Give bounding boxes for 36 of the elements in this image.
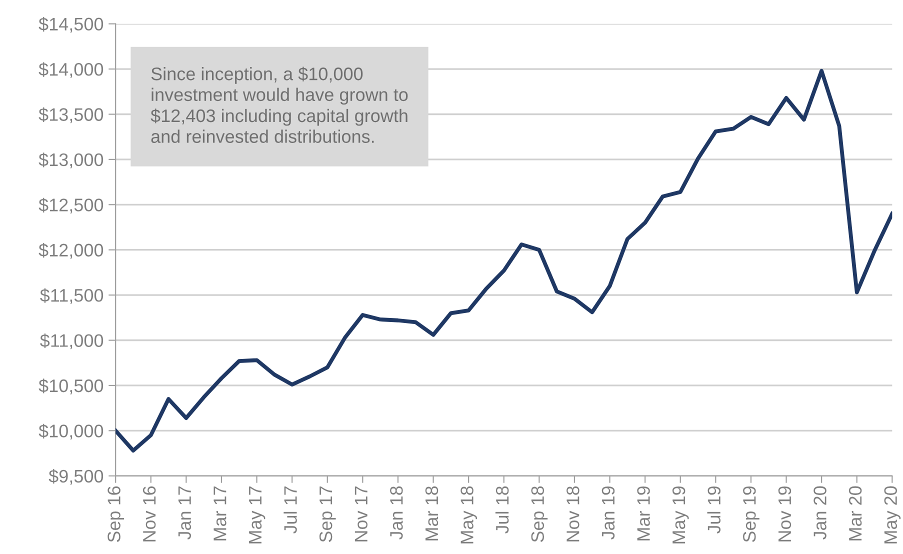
y-tick-label: $14,500 [38, 17, 104, 33]
y-tick-label: $10,500 [38, 378, 104, 394]
x-tick-label: Sep 19 [743, 486, 760, 542]
x-tick-label: Sep 16 [108, 486, 124, 542]
x-tick-label: May 17 [249, 486, 266, 544]
y-tick-label: $12,500 [38, 198, 104, 214]
x-tick-label: Nov 18 [566, 486, 580, 542]
x-tick-label: Mar 19 [637, 486, 650, 540]
x-tick-label: Jan 17 [178, 486, 192, 540]
y-tick-label: $11,000 [40, 333, 104, 350]
x-tick-label: Mar 18 [425, 486, 438, 540]
x-tick-label: Jul 19 [707, 486, 721, 534]
x-tick-label: May 19 [672, 486, 689, 544]
x-tick-label: May 20 [884, 486, 901, 544]
x-tick-label: Nov 19 [778, 486, 792, 542]
y-tick-label: $13,000 [38, 152, 104, 168]
x-tick-label: Nov 16 [142, 486, 156, 542]
x-tick-label: Sep 17 [319, 486, 336, 542]
y-tick-label: $12,000 [38, 243, 104, 259]
y-tick-label: $10,000 [38, 424, 104, 440]
x-tick-label: Sep 18 [531, 486, 548, 542]
x-tick-label: Jul 18 [495, 486, 509, 534]
x-tick-label: Mar 17 [214, 486, 226, 540]
x-tick-label: May 18 [460, 486, 477, 544]
x-tick-label: Mar 20 [848, 486, 862, 540]
x-tick-label: Jan 19 [602, 486, 615, 540]
y-tick-label: $14,000 [38, 62, 104, 78]
y-tick-label: $11,500 [40, 288, 104, 304]
y-tick-label: $13,500 [38, 107, 104, 124]
x-tick-label: Jan 18 [390, 486, 403, 540]
x-tick-label: Nov 17 [354, 486, 368, 542]
x-tick-label: Jul 17 [284, 486, 297, 534]
y-tick-label: $9,500 [48, 469, 104, 485]
annotation: Since inception, a $10,000 investment would have grown to $12,403 including capital growth and reinvested distributions. [150, 66, 408, 143]
line-series [116, 68, 892, 453]
x-tick-label: Jan 20 [814, 486, 826, 540]
